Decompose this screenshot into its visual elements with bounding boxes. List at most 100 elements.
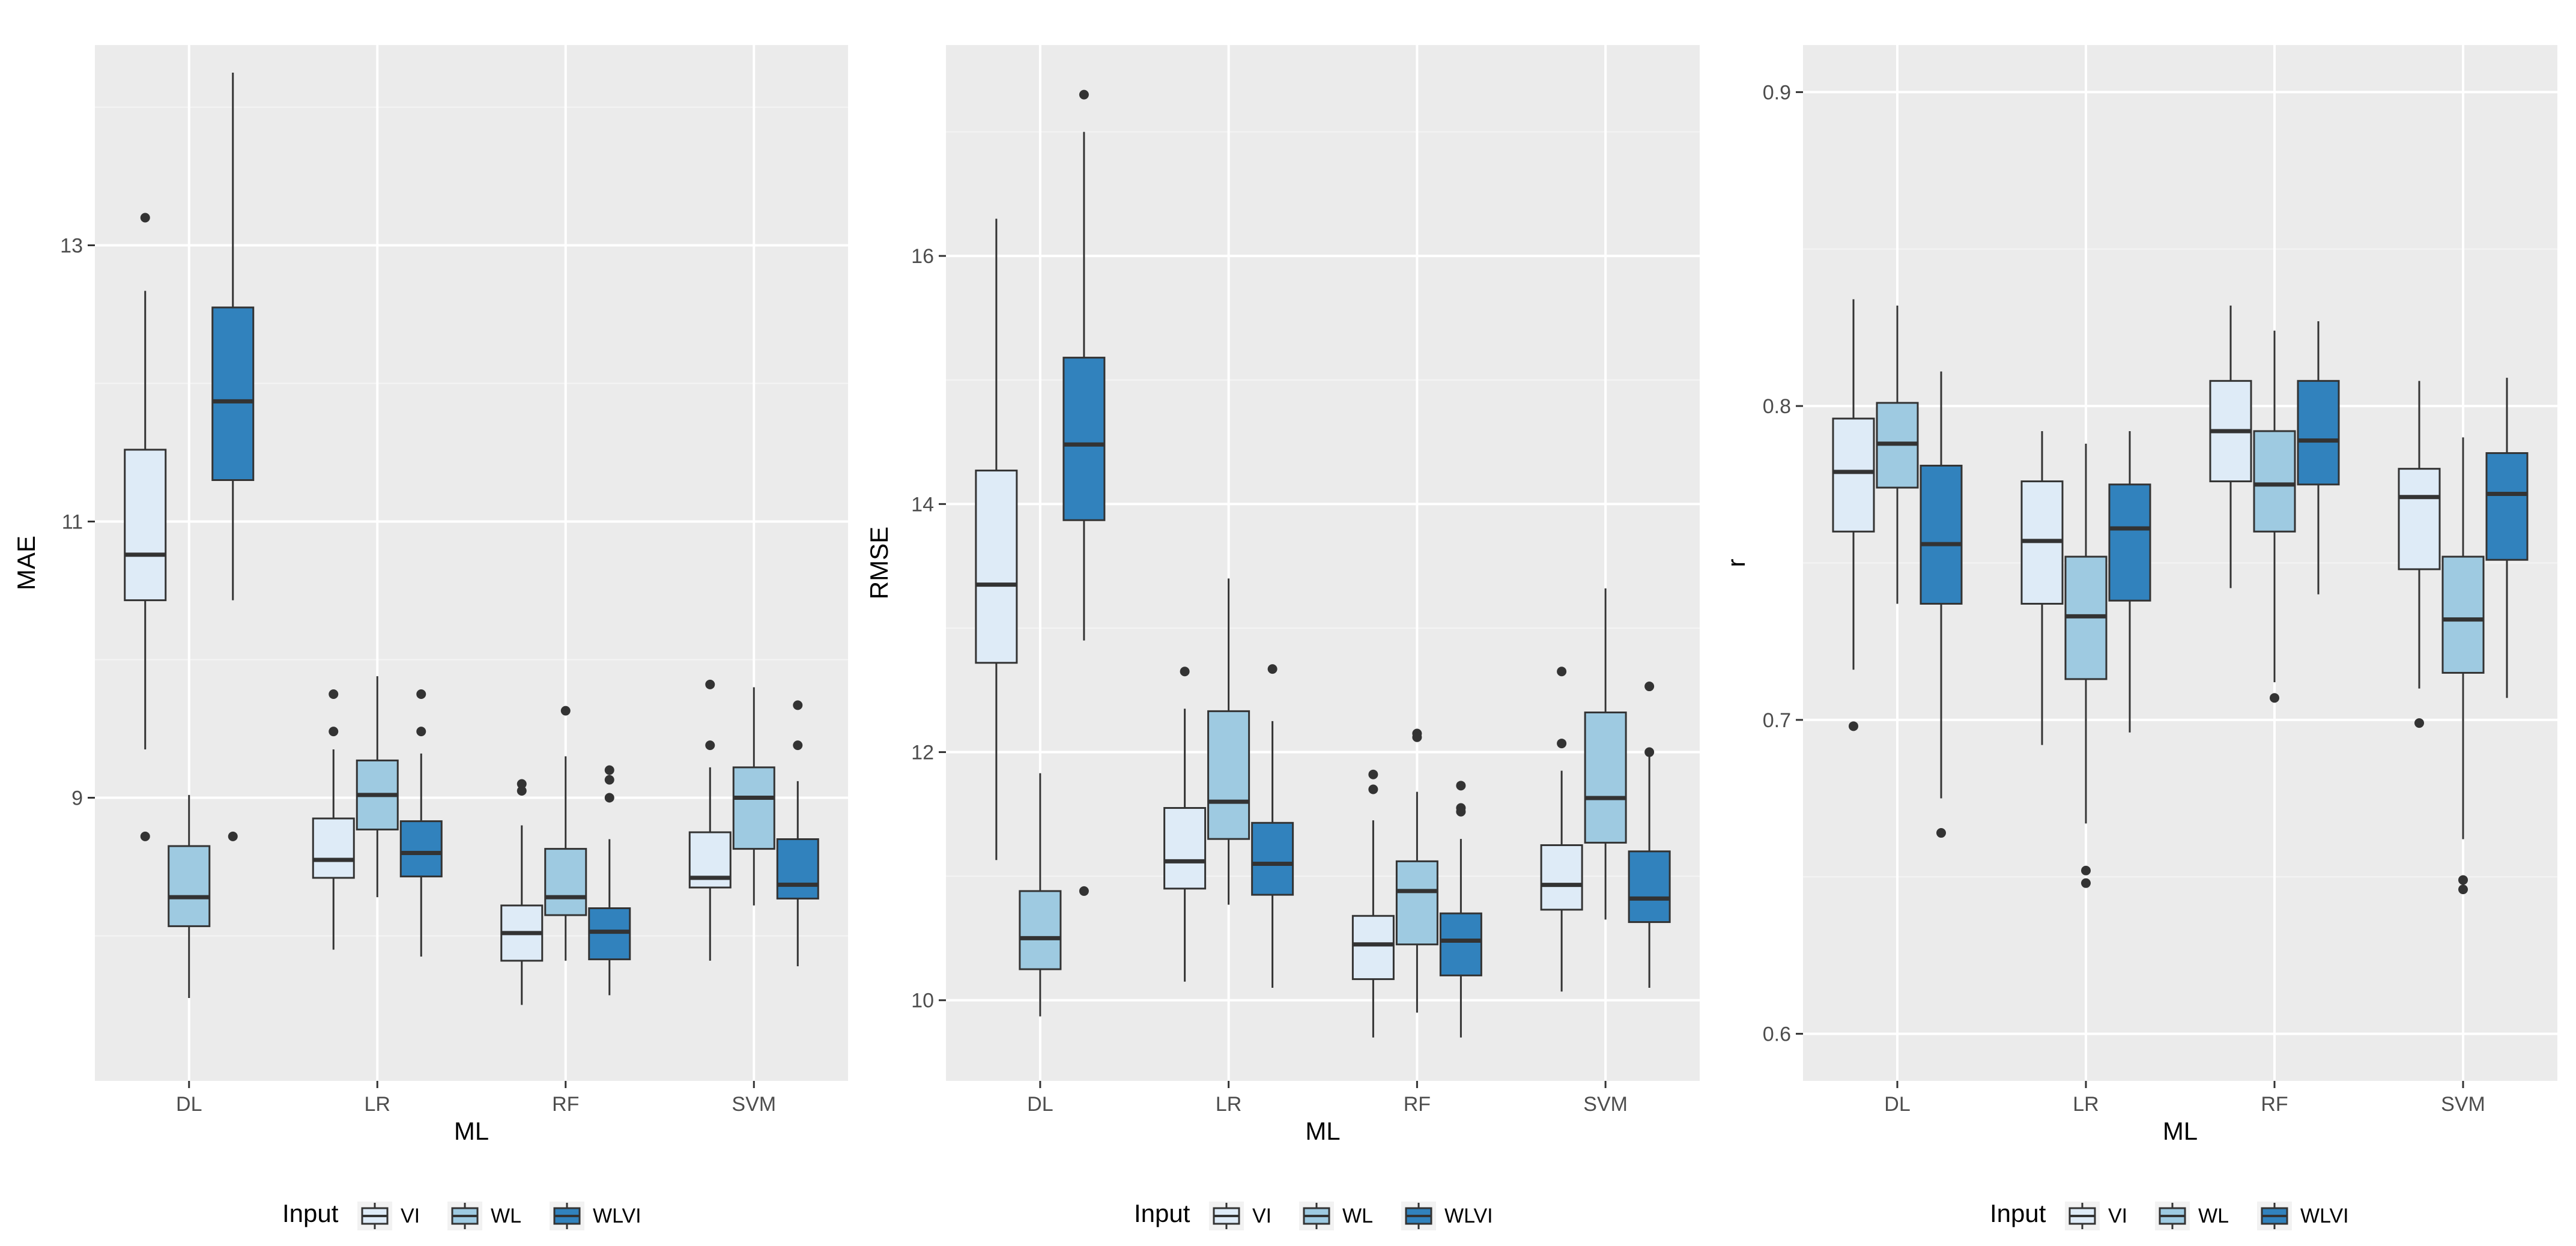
box-wlvi-rf — [2297, 321, 2340, 594]
outlier-point — [2081, 865, 2091, 876]
box-wl-lr — [2064, 443, 2108, 888]
outlier-point — [517, 779, 527, 789]
outlier-point — [1936, 828, 1946, 838]
legend-title: Input — [282, 1199, 339, 1227]
outlier-point — [416, 727, 426, 737]
legend-label-wlvi: WLVI — [1444, 1205, 1493, 1227]
legend-label-wl: WL — [1342, 1205, 1373, 1227]
box-wlvi-svm — [2485, 378, 2529, 698]
box-iqr — [776, 838, 819, 900]
box-iqr — [2398, 468, 2441, 570]
x-tick-label: RF — [2261, 1093, 2288, 1116]
x-tick-label: RF — [1404, 1093, 1431, 1116]
outlier-point — [793, 700, 803, 710]
outlier-point — [2270, 693, 2279, 703]
box-iqr — [1163, 807, 1207, 890]
box-iqr — [1251, 821, 1294, 896]
outlier-point — [793, 740, 803, 751]
box-vi-lr — [1163, 667, 1207, 982]
box-iqr — [1920, 464, 1963, 605]
box-wlvi-dl — [1062, 89, 1106, 896]
x-axis-title: ML — [454, 1117, 489, 1145]
box-iqr — [2485, 452, 2529, 561]
outlier-point — [1368, 769, 1378, 779]
outlier-point — [140, 831, 150, 841]
y-tick-label: 14 — [911, 493, 934, 516]
legend-label-wl: WL — [491, 1205, 521, 1227]
box-iqr — [312, 817, 355, 879]
box-iqr — [211, 306, 255, 481]
y-tick-label: 0.7 — [1763, 709, 1791, 732]
y-tick-label: 16 — [911, 245, 934, 268]
box-iqr — [2441, 555, 2485, 674]
outlier-point — [1368, 784, 1378, 794]
box-wl-lr — [356, 676, 399, 898]
box-wl-dl — [168, 794, 211, 998]
outlier-point — [2414, 718, 2424, 728]
chart-panel-r: 0.6 0.7 0.8 0.9 DL LR RF SVM ML r Input VI WL WLVI — [1722, 45, 2557, 1230]
box-wlvi-svm — [776, 700, 819, 967]
box-vi-lr — [2020, 431, 2064, 745]
box-vi-lr — [312, 689, 355, 950]
box-iqr — [1439, 912, 1482, 976]
box-vi-rf — [1351, 769, 1395, 1038]
x-tick-label: LR — [365, 1093, 390, 1116]
panel-background — [95, 45, 848, 1081]
x-tick-label: DL — [1027, 1093, 1053, 1116]
legend-title: Input — [1990, 1199, 2046, 1227]
box-wl-rf — [2253, 330, 2296, 703]
box-iqr — [1062, 357, 1106, 521]
box-iqr — [1540, 844, 1583, 911]
x-axis-title: ML — [2163, 1117, 2198, 1145]
box-wl-svm — [1584, 588, 1627, 920]
box-wlvi-rf — [588, 765, 631, 996]
outlier-point — [228, 831, 238, 841]
outlier-point — [329, 689, 339, 699]
outlier-point — [2458, 875, 2468, 885]
outlier-point — [560, 706, 571, 716]
legend-label-vi: VI — [1252, 1205, 1271, 1227]
outlier-point — [604, 765, 614, 775]
x-tick-label: LR — [1216, 1093, 1241, 1116]
x-tick-label: RF — [552, 1093, 579, 1116]
legend: Input VI WL WLVI — [1990, 1199, 2349, 1230]
y-tick-label: 0.6 — [1763, 1023, 1791, 1046]
box-vi-svm — [2398, 381, 2441, 728]
box-wlvi-lr — [399, 689, 443, 957]
box-vi-svm — [1540, 667, 1583, 992]
box-vi-dl — [1832, 299, 1875, 731]
box-iqr — [2253, 430, 2296, 533]
box-wl-svm — [732, 687, 775, 906]
outlier-point — [140, 213, 150, 223]
outlier-point — [1557, 667, 1567, 677]
outlier-point — [1456, 781, 1466, 791]
legend-title: Input — [1134, 1199, 1190, 1227]
box-wlvi-dl — [1920, 371, 1963, 838]
box-vi-dl — [975, 219, 1018, 860]
outlier-point — [517, 786, 527, 796]
box-wl-rf — [1395, 728, 1438, 1013]
outlier-point — [705, 740, 715, 751]
x-tick-label: SVM — [732, 1093, 776, 1116]
box-wl-lr — [1207, 578, 1250, 905]
legend-label-vi: VI — [401, 1205, 420, 1227]
box-wl-svm — [2441, 437, 2485, 895]
box-wlvi-lr — [1251, 664, 1294, 988]
box-iqr — [2108, 483, 2151, 602]
outlier-point — [1180, 667, 1190, 677]
box-vi-svm — [688, 679, 732, 961]
chart-panel-mae: 9 11 13 DL LR RF SVM ML MAE Input VI WL WLVI — [12, 45, 848, 1230]
box-vi-dl — [124, 213, 167, 841]
outlier-point — [329, 727, 339, 737]
legend-label-vi: VI — [2108, 1205, 2127, 1227]
x-tick-label: DL — [1884, 1093, 1910, 1116]
box-iqr — [1351, 915, 1395, 981]
y-tick-label: 11 — [62, 511, 83, 534]
x-tick-label: SVM — [2441, 1093, 2485, 1116]
box-wlvi-rf — [1439, 781, 1482, 1038]
outlier-point — [1644, 682, 1655, 692]
box-iqr — [124, 449, 167, 602]
y-axis-title: r — [1722, 559, 1750, 567]
box-iqr — [2297, 380, 2340, 486]
